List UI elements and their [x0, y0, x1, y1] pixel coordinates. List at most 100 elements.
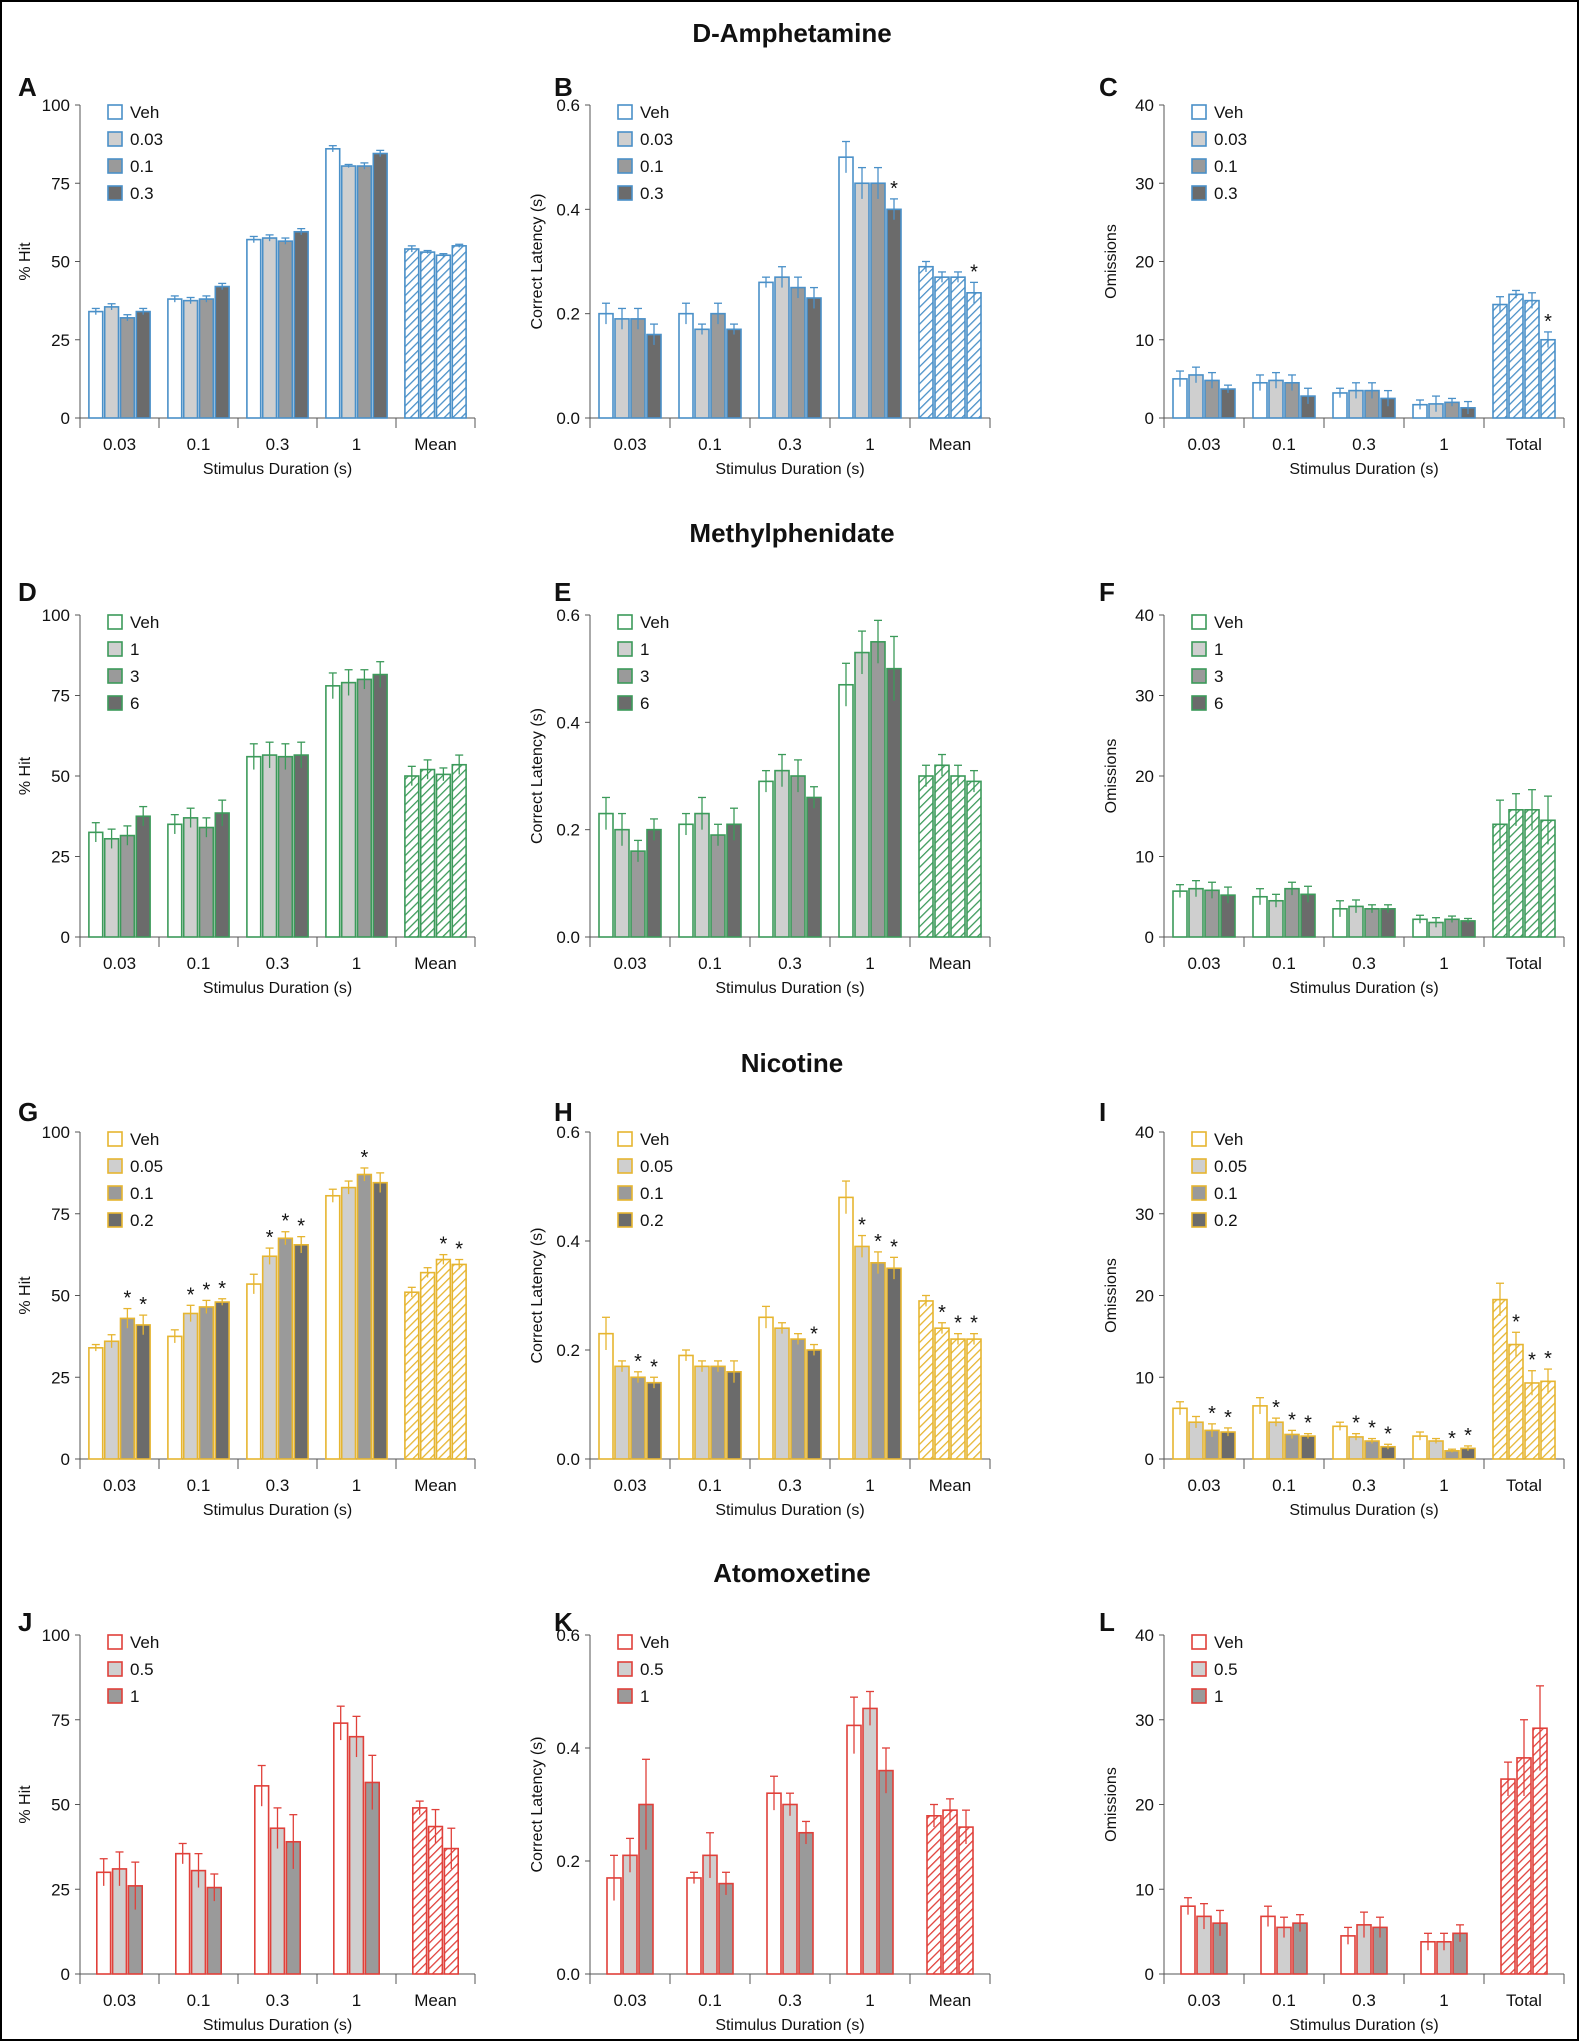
drug-title-2: Nicotine: [741, 1048, 844, 1078]
x-tick-label: 0.03: [613, 1991, 646, 2010]
y-tick-label: 0.4: [556, 200, 580, 219]
y-tick-label: 100: [42, 606, 70, 625]
significance-star: *: [650, 1356, 658, 1378]
x-tick-label: 1: [352, 1476, 361, 1495]
legend-label: Veh: [640, 613, 669, 632]
significance-star: *: [455, 1239, 463, 1261]
bar: [870, 1262, 886, 1460]
x-tick-label: 0.3: [778, 1476, 802, 1495]
legend-label: 0.2: [1214, 1211, 1238, 1230]
x-axis-title: Stimulus Duration (s): [715, 2017, 864, 2034]
bar: [598, 1332, 614, 1460]
y-tick-label: 25: [51, 331, 70, 350]
bar: [870, 182, 886, 419]
legend-label: 3: [130, 667, 139, 686]
panel-C: C 0 10 20 30 40 Omissions 0.03 0.1 0.3 1 Total Stimu…: [1099, 72, 1565, 478]
legend-swatch: [107, 1688, 123, 1704]
legend-swatch: [1191, 1131, 1207, 1147]
bar: [798, 1831, 814, 1975]
bar: [878, 1769, 894, 1975]
legend-swatch: [107, 185, 123, 201]
legend-label: 0.1: [640, 157, 664, 176]
x-axis-title: Stimulus Duration (s): [203, 2017, 352, 2034]
bar: [1180, 1905, 1196, 1975]
panel-label: F: [1099, 577, 1115, 607]
significance-star: *: [810, 1324, 818, 1346]
significance-star: *: [890, 1236, 898, 1258]
bar: [838, 1196, 854, 1460]
bar: [435, 773, 452, 938]
panel-label: K: [554, 1607, 573, 1637]
legend-label: 0.03: [1214, 130, 1247, 149]
x-tick-label: 0.3: [1352, 435, 1376, 454]
bar: [356, 165, 373, 419]
bar: [806, 297, 822, 419]
significance-star: *: [1544, 311, 1552, 333]
y-tick-label: 20: [1135, 1796, 1154, 1815]
bar: [918, 1300, 934, 1460]
y-axis-title: % Hit: [17, 1276, 34, 1315]
panel-label: J: [18, 1607, 32, 1637]
legend-label: Veh: [1214, 613, 1243, 632]
y-tick-label: 0.0: [556, 928, 580, 947]
legend-swatch: [107, 1634, 123, 1650]
legend-swatch: [107, 1158, 123, 1174]
legend-label: 1: [640, 640, 649, 659]
bar: [854, 651, 870, 938]
x-tick-label: Mean: [414, 954, 457, 973]
legend-label: 0.3: [640, 184, 664, 203]
y-tick-label: 50: [51, 1796, 70, 1815]
y-axis-title: Correct Latency (s): [529, 708, 546, 844]
bar: [950, 775, 966, 938]
legend-swatch: [107, 614, 123, 630]
bar: [790, 286, 806, 419]
legend-label: 3: [640, 667, 649, 686]
significance-star: *: [970, 1313, 978, 1335]
legend-label: Veh: [130, 1633, 159, 1652]
y-tick-label: 75: [51, 687, 70, 706]
panel-B: B 0.0 0.2 0.4 0.6 Correct Latency (s) 0.03 0.1 0…: [529, 72, 991, 478]
x-tick-label: 1: [865, 954, 874, 973]
x-tick-label: 1: [1439, 1476, 1448, 1495]
legend-swatch: [107, 158, 123, 174]
x-tick-label: Mean: [929, 1991, 972, 2010]
y-tick-label: 30: [1135, 174, 1154, 193]
y-axis-title: Omissions: [1103, 1258, 1120, 1333]
y-tick-label: 0.2: [556, 305, 580, 324]
y-axis-title: Omissions: [1103, 739, 1120, 814]
y-tick-label: 0: [61, 1450, 70, 1469]
bar: [261, 754, 278, 938]
bar: [411, 1807, 428, 1975]
y-tick-label: 0: [61, 928, 70, 947]
y-axis-title: Omissions: [1103, 224, 1120, 299]
bar: [862, 1707, 878, 1975]
panel-label: B: [554, 72, 573, 102]
x-tick-label: 1: [1439, 435, 1448, 454]
x-tick-label: 0.03: [1187, 1991, 1220, 2010]
y-tick-label: 20: [1135, 1287, 1154, 1306]
legend-label: 0.03: [640, 130, 673, 149]
y-axis-title: Correct Latency (s): [529, 1736, 546, 1872]
bar: [726, 328, 742, 419]
significance-star: *: [297, 1216, 305, 1238]
panel-D: D 0 25 50 75 100 % Hit 0.03 0.1 0.3 1 Mean Stimulus …: [17, 577, 476, 997]
legend-label: 6: [640, 694, 649, 713]
y-tick-label: 0.0: [556, 409, 580, 428]
significance-star: *: [874, 1231, 882, 1253]
legend-swatch: [617, 158, 633, 174]
legend-label: 0.1: [1214, 157, 1238, 176]
bar: [340, 1186, 357, 1460]
bar: [246, 1283, 262, 1460]
bar: [934, 764, 950, 938]
legend-swatch: [1191, 131, 1207, 147]
x-tick-label: 0.3: [778, 954, 802, 973]
legend-swatch: [107, 1212, 123, 1228]
bar: [758, 281, 774, 419]
significance-star: *: [890, 178, 898, 200]
significance-star: *: [1512, 1311, 1520, 1333]
legend-label: Veh: [640, 1633, 669, 1652]
panel-H: H 0.0 0.2 0.4 0.6 Correct Latency (s) 0.03 0.1 0…: [529, 1097, 991, 1519]
bar: [325, 685, 341, 938]
x-tick-label: Mean: [929, 1476, 972, 1495]
bar: [340, 681, 357, 938]
